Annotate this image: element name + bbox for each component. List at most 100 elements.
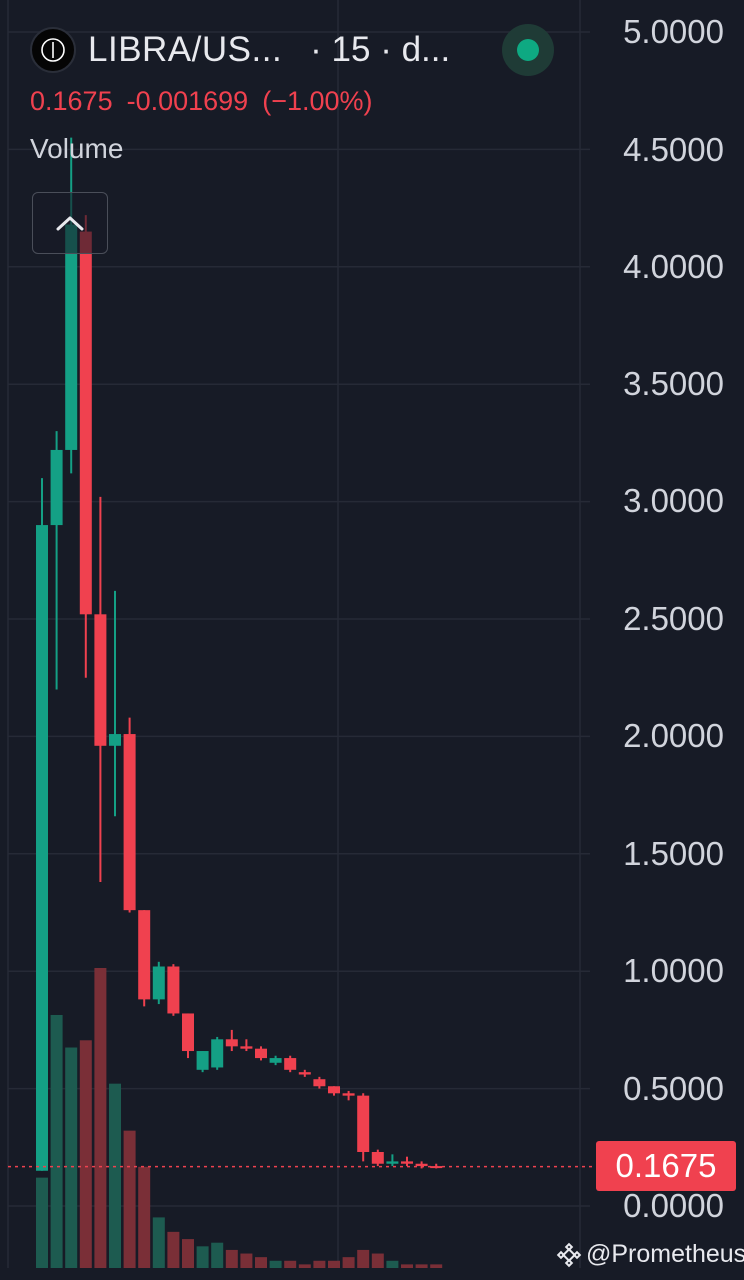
volume-bar — [36, 1177, 48, 1268]
price-axis-label: 4.5000 — [623, 131, 724, 168]
price-axis-label: 1.0000 — [623, 952, 724, 989]
collapse-indicators-button[interactable] — [32, 192, 108, 254]
candle-body — [196, 1051, 209, 1070]
volume-bar — [211, 1242, 224, 1268]
price-axis-label: 2.5000 — [623, 600, 724, 637]
candle — [123, 717, 136, 913]
candle — [240, 1039, 253, 1052]
price-axis-label: 0.5000 — [623, 1070, 724, 1107]
volume-bar — [50, 1014, 63, 1268]
volume-bar — [79, 1040, 92, 1268]
volume-bar — [240, 1253, 253, 1268]
candle — [269, 1055, 282, 1066]
candle — [342, 1090, 355, 1101]
binance-logo-icon — [556, 1242, 582, 1267]
volume-bar — [109, 1083, 121, 1268]
last-price: 0.1675 — [30, 86, 113, 116]
price-axis-label: 2.0000 — [623, 717, 724, 754]
volume-bar — [371, 1253, 384, 1268]
candle-body — [94, 614, 107, 746]
candle-body — [342, 1093, 355, 1096]
price-change: -0.001699 — [126, 86, 249, 116]
volume-bar — [138, 1166, 151, 1268]
price-change-percent: (−1.00%) — [262, 86, 373, 116]
volume-bar — [328, 1260, 340, 1268]
candle-body — [65, 224, 78, 450]
price-axis-label: 5.0000 — [623, 13, 724, 50]
candle — [284, 1055, 297, 1073]
candle-body — [36, 525, 48, 1171]
candle — [401, 1156, 413, 1167]
price-axis-label: 3.5000 — [623, 365, 724, 402]
candle-body — [240, 1046, 253, 1049]
candle-body — [138, 910, 151, 1000]
candle — [182, 1013, 194, 1059]
volume-bar — [386, 1260, 399, 1268]
volume-bar — [123, 1130, 136, 1268]
candle-body — [371, 1151, 384, 1164]
volume-bar — [152, 1217, 165, 1268]
symbol-row[interactable]: LIBRA/US... · 15 · d... — [30, 24, 590, 76]
market-status-indicator[interactable] — [502, 24, 554, 76]
candle — [94, 496, 107, 882]
volume-bar — [94, 968, 107, 1268]
price-summary: 0.1675 -0.001699 (−1.00%) — [30, 86, 590, 117]
candle-body — [357, 1095, 370, 1152]
volume-bars — [36, 968, 443, 1268]
volume-bar — [284, 1260, 297, 1268]
libra-logo-icon — [30, 27, 76, 73]
volume-bar — [65, 1047, 78, 1268]
candle-body — [313, 1079, 326, 1087]
interval-label[interactable]: · 15 · d... — [310, 30, 451, 69]
chevron-up-icon — [56, 216, 84, 231]
volume-bar — [415, 1264, 428, 1268]
candle — [65, 137, 78, 474]
volume-bar — [255, 1257, 267, 1268]
candle-body — [269, 1058, 282, 1063]
price-axis-label: 3.0000 — [623, 482, 724, 519]
candle — [109, 590, 121, 817]
candle-body — [255, 1048, 267, 1059]
candle-body — [211, 1039, 224, 1068]
price-axis-label: 4.0000 — [623, 248, 724, 285]
candle — [36, 478, 48, 1171]
watermark: @Prometheus — [556, 1240, 744, 1269]
candle-body — [50, 449, 63, 526]
candle — [386, 1154, 399, 1167]
candle — [298, 1069, 311, 1077]
candle — [357, 1093, 370, 1162]
volume-bar — [269, 1260, 282, 1268]
candle — [211, 1036, 224, 1070]
volume-bar — [225, 1249, 238, 1268]
candle-body — [167, 966, 180, 1014]
volume-bar — [182, 1239, 194, 1268]
volume-bar — [313, 1260, 326, 1268]
volume-bar — [430, 1264, 443, 1268]
symbol-name[interactable]: LIBRA/US... — [88, 30, 283, 69]
candle — [371, 1149, 384, 1167]
volume-bar — [167, 1231, 180, 1268]
candlestick-series — [36, 137, 443, 1171]
volume-bar — [342, 1257, 355, 1268]
volume-bar — [357, 1249, 370, 1268]
candle — [138, 910, 151, 1007]
candle-body — [401, 1161, 413, 1164]
price-axis-label: 1.5000 — [623, 835, 724, 872]
candle-body — [298, 1072, 311, 1075]
candle-body — [79, 231, 92, 615]
candle-body — [152, 966, 165, 1000]
candle-body — [415, 1163, 428, 1167]
candle — [196, 1051, 209, 1073]
watermark-text: @Prometheus — [586, 1240, 744, 1268]
candle — [225, 1029, 238, 1052]
candle — [167, 964, 180, 1016]
volume-indicator-label[interactable]: Volume — [30, 133, 124, 164]
volume-bar — [196, 1246, 209, 1268]
candle-body — [328, 1086, 340, 1094]
candle — [328, 1086, 340, 1096]
candle-body — [225, 1039, 238, 1047]
status-dot-icon — [517, 39, 539, 61]
candle — [79, 215, 92, 678]
last-price-tag: 0.1675 — [596, 1141, 736, 1191]
